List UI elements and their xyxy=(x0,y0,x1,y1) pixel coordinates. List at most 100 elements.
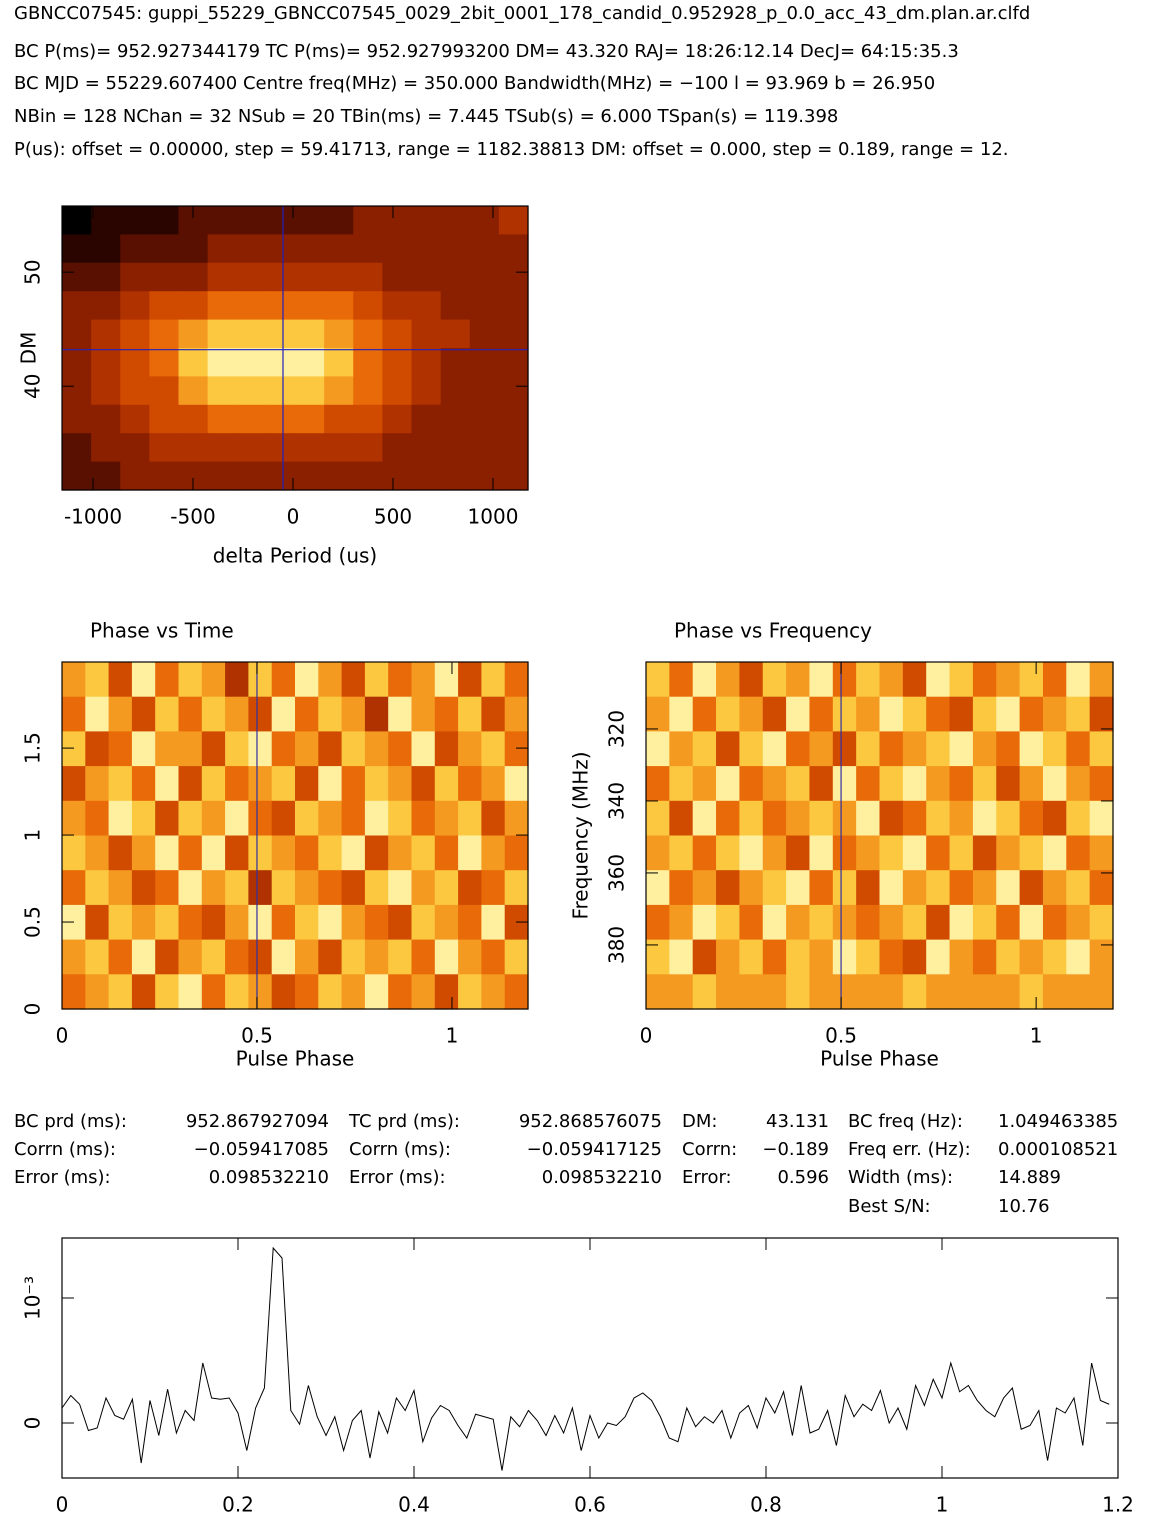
heatmap-cell xyxy=(434,766,459,802)
heatmap-cell xyxy=(411,262,442,292)
heatmap-cell xyxy=(295,939,319,975)
heatmap-cell xyxy=(739,731,764,767)
heatmap-cell xyxy=(411,404,442,434)
heatmap-cell xyxy=(762,939,787,975)
heatmap-cell xyxy=(201,939,226,975)
heatmap-cell xyxy=(949,974,974,1010)
heatmap-cell xyxy=(504,662,529,698)
heatmap-cell xyxy=(388,870,413,906)
heatmap-cell xyxy=(1042,974,1067,1010)
heatmap-cell xyxy=(120,206,150,235)
heatmap-cell xyxy=(786,939,811,975)
heatmap-cell xyxy=(85,662,110,698)
heatmap-cell xyxy=(236,319,267,349)
stat-value: −0.189 xyxy=(762,1139,829,1160)
heatmap-cell xyxy=(178,696,203,732)
heatmap-cell xyxy=(149,376,180,406)
heatmap-cell xyxy=(902,870,927,906)
heatmap-cell xyxy=(996,835,1021,871)
heatmap-cell xyxy=(155,870,180,906)
heatmap-cell xyxy=(692,800,717,837)
heatmap-cell xyxy=(1066,974,1091,1010)
heatmap-cell xyxy=(440,319,471,349)
heatmap-cell xyxy=(120,348,150,377)
heatmap-cell xyxy=(879,939,904,975)
heatmap-cell xyxy=(120,291,150,321)
heatmap-cell xyxy=(178,404,209,434)
heatmap-cell xyxy=(504,870,529,906)
heatmap-cell xyxy=(856,766,881,802)
heatmap-cell xyxy=(265,291,296,321)
x-tick-label: 0.6 xyxy=(574,1493,606,1517)
heatmap-cell xyxy=(295,262,325,292)
heatmap-cell xyxy=(440,234,471,264)
heatmap-cell xyxy=(786,766,811,802)
heatmap-cell xyxy=(85,766,110,802)
y-tick-label: 320 xyxy=(605,710,629,748)
heatmap-cell xyxy=(504,939,529,975)
heatmap-cell xyxy=(739,904,764,941)
heatmap-cell xyxy=(498,206,529,235)
heatmap-cell xyxy=(1089,835,1114,871)
header-line: NBin = 128 NChan = 32 NSub = 20 TBin(ms)… xyxy=(14,106,838,127)
stat-value: −0.059417125 xyxy=(527,1139,662,1160)
x-axis-label: delta Period (us) xyxy=(213,544,377,568)
heatmap-cell xyxy=(469,319,500,349)
heatmap-cell xyxy=(225,662,249,698)
heatmap-cell xyxy=(411,766,436,802)
heatmap-cell xyxy=(856,904,881,941)
stat-value: −0.059417085 xyxy=(194,1139,329,1160)
heatmap-cell xyxy=(1089,974,1114,1010)
heatmap-cell xyxy=(856,835,881,871)
heatmap-cell xyxy=(62,291,92,321)
heatmap-cell xyxy=(225,835,249,871)
heatmap-cell xyxy=(809,662,834,698)
heatmap-cell xyxy=(762,870,787,906)
stat-label: Error: xyxy=(682,1167,732,1188)
heatmap-cell xyxy=(62,974,86,1010)
heatmap-cell xyxy=(481,939,506,975)
heatmap-cell xyxy=(646,939,670,975)
heatmap-cell xyxy=(692,870,717,906)
heatmap-cell xyxy=(1042,662,1067,698)
heatmap-cell xyxy=(295,206,325,235)
heatmap-cell xyxy=(902,766,927,802)
heatmap-cell xyxy=(149,234,180,264)
heatmap-cell xyxy=(149,404,180,434)
heatmap-cell xyxy=(388,731,413,767)
heatmap-cell xyxy=(646,974,670,1010)
heatmap-cell xyxy=(481,835,506,871)
heatmap-cell xyxy=(832,835,857,871)
heatmap-cell xyxy=(809,939,834,975)
heatmap-cell xyxy=(295,234,325,264)
heatmap-cell xyxy=(248,974,273,1010)
heatmap-cell xyxy=(225,696,249,732)
heatmap-cell xyxy=(458,662,482,698)
heatmap-cell xyxy=(1066,939,1091,975)
heatmap-cell xyxy=(1066,800,1091,837)
heatmap-cell xyxy=(440,376,471,406)
heatmap-cell xyxy=(434,696,459,732)
x-tick-label: 500 xyxy=(374,505,412,529)
heatmap-cell xyxy=(1019,870,1044,906)
heatmap-cell xyxy=(225,870,249,906)
heatmap-cell xyxy=(902,835,927,871)
heatmap-cell xyxy=(949,731,974,767)
heatmap-cell xyxy=(62,731,86,767)
heatmap-cell xyxy=(178,870,203,906)
heatmap-cell xyxy=(972,835,997,871)
heatmap-cell xyxy=(120,262,150,292)
heatmap-cell xyxy=(498,234,529,264)
heatmap-cell xyxy=(972,939,997,975)
heatmap-cell xyxy=(469,348,500,377)
heatmap-cell xyxy=(85,904,110,941)
heatmap-cell xyxy=(62,870,86,906)
heatmap-cell xyxy=(207,319,238,349)
heatmap-cell xyxy=(762,800,787,837)
heatmap-cell xyxy=(318,835,343,871)
heatmap-cell xyxy=(458,939,482,975)
heatmap-cell xyxy=(926,904,951,941)
heatmap-cell xyxy=(155,800,180,837)
heatmap-cell xyxy=(85,696,110,732)
